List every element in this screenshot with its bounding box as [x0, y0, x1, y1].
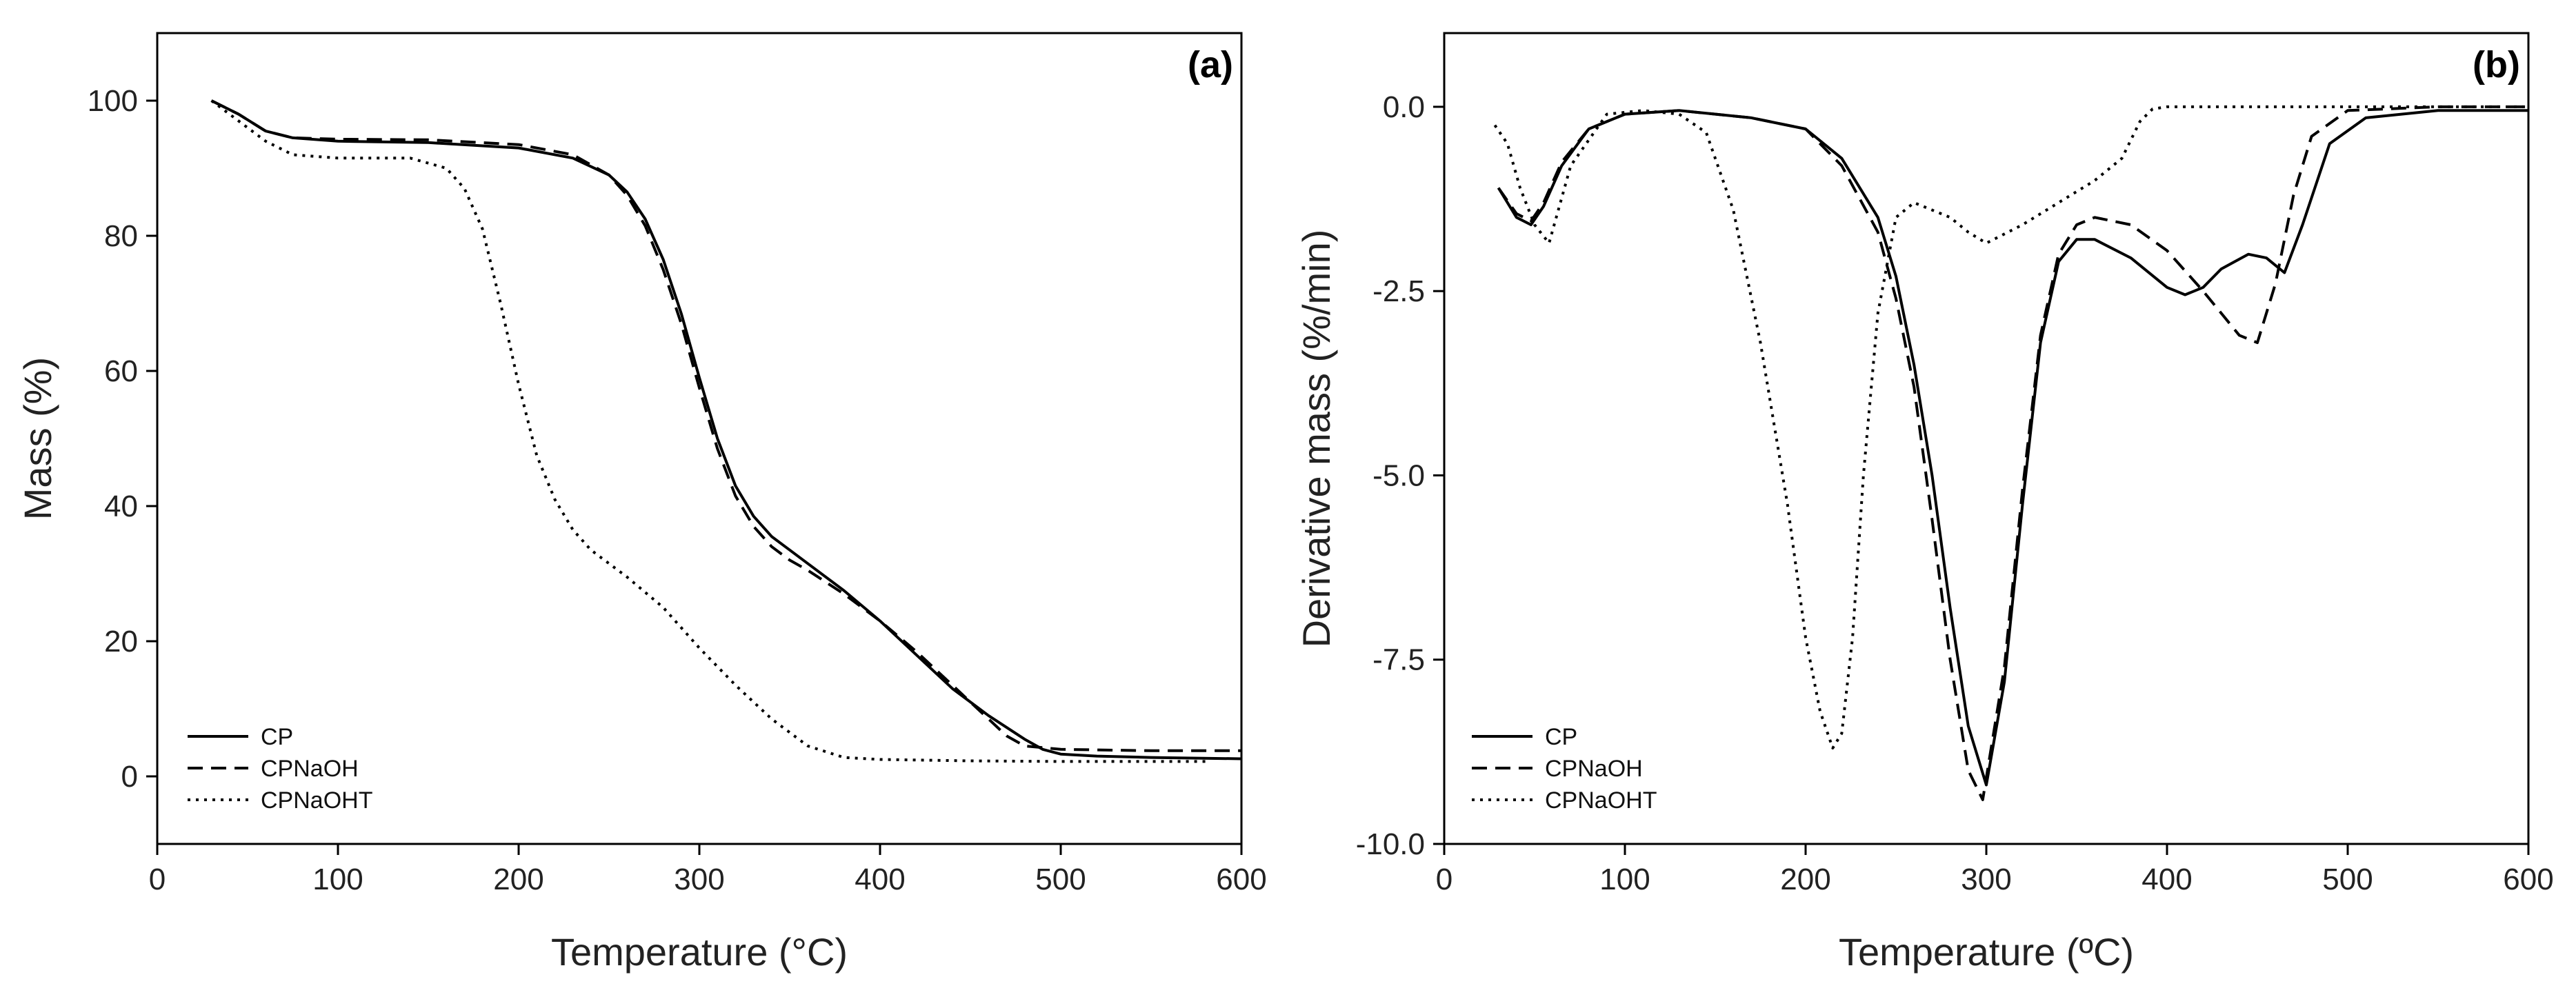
- y-axis-title-a: Mass (%): [16, 357, 59, 520]
- legend-label-cpnaoht-a: CPNaOHT: [261, 787, 372, 814]
- x-axis-title-a: Temperature (°C): [551, 930, 848, 974]
- y-tick-label-a-3: 60: [104, 354, 138, 388]
- y-tick-label-a-4: 80: [104, 219, 138, 253]
- y-tick-label-a-2: 40: [104, 490, 138, 523]
- x-tick-label-b-0: 0: [1436, 863, 1452, 896]
- series-line-cpnaoh-a: [210, 99, 1241, 752]
- series-line-cpnaoht-b: [1493, 105, 2528, 749]
- series-line-cp-b: [1497, 109, 2528, 787]
- ticks-a: 0 100 200 300 400 500 600 0 20 40 60 80 100: [88, 84, 1267, 896]
- y-tick-label-a-1: 20: [104, 625, 138, 658]
- y-tick-label-b-1: -2.5: [1372, 274, 1425, 308]
- y-tick-label-b-0: 0.0: [1383, 90, 1425, 124]
- y-tick-label-b-2: -5.0: [1372, 459, 1425, 492]
- x-tick-label-b-5: 500: [2322, 863, 2373, 896]
- series-a: [210, 99, 1242, 763]
- x-tick-label-b-2: 200: [1780, 863, 1830, 896]
- chart-panel-b: (b) Temperature (ºC) Derivative mass (%/…: [1295, 32, 2554, 974]
- x-axis-title-b: Temperature (ºC): [1839, 930, 2134, 974]
- x-tick-label-a-4: 400: [855, 863, 905, 896]
- legend-label-cp-a: CP: [261, 724, 293, 750]
- panel-label-b: (b): [2473, 44, 2520, 85]
- y-axis-title-b: Derivative mass (%/min): [1295, 230, 1338, 648]
- x-tick-label-b-1: 100: [1599, 863, 1650, 896]
- y-tick-label-a-5: 100: [88, 84, 138, 118]
- legend-label-cpnaoht-b: CPNaOHT: [1545, 787, 1657, 814]
- legend-a: CP CPNaOH CPNaOHT: [188, 724, 372, 814]
- x-tick-label-a-1: 100: [312, 863, 363, 896]
- y-tick-label-b-3: -7.5: [1372, 643, 1425, 677]
- x-tick-label-b-4: 400: [2141, 863, 2192, 896]
- series-line-cpnaoht-a: [210, 99, 1206, 763]
- series-line-cpnaoh-b: [1497, 105, 2528, 801]
- x-tick-label-a-5: 500: [1035, 863, 1086, 896]
- y-tick-label-a-0: 0: [121, 760, 138, 794]
- legend-label-cp-b: CP: [1545, 724, 1577, 750]
- x-tick-label-b-6: 600: [2503, 863, 2553, 896]
- series-b: [1493, 105, 2528, 801]
- chart-panel-a: (a) Temperature (°C) Mass (%) 0 100 200 300…: [16, 32, 1267, 974]
- ticks-b: 0 100 200 300 400 500 600 0.0 -2.5 -5.0 -7.5 -10.0: [1356, 90, 2554, 896]
- panel-label-a: (a): [1188, 44, 1233, 85]
- x-tick-label-a-3: 300: [674, 863, 724, 896]
- plot-frame-b: [1443, 32, 2530, 845]
- x-tick-label-a-0: 0: [149, 863, 166, 896]
- plot-frame-a: [156, 32, 1243, 845]
- y-tick-label-b-4: -10.0: [1356, 827, 1425, 861]
- x-tick-label-b-3: 300: [1961, 863, 2011, 896]
- legend-label-cpnaoh-b: CPNaOH: [1545, 756, 1643, 782]
- series-line-cp-a: [210, 99, 1242, 761]
- x-tick-label-a-2: 200: [493, 863, 543, 896]
- legend-b: CP CPNaOH CPNaOHT: [1472, 724, 1657, 814]
- x-tick-label-a-6: 600: [1216, 863, 1266, 896]
- legend-label-cpnaoh-a: CPNaOH: [261, 756, 359, 782]
